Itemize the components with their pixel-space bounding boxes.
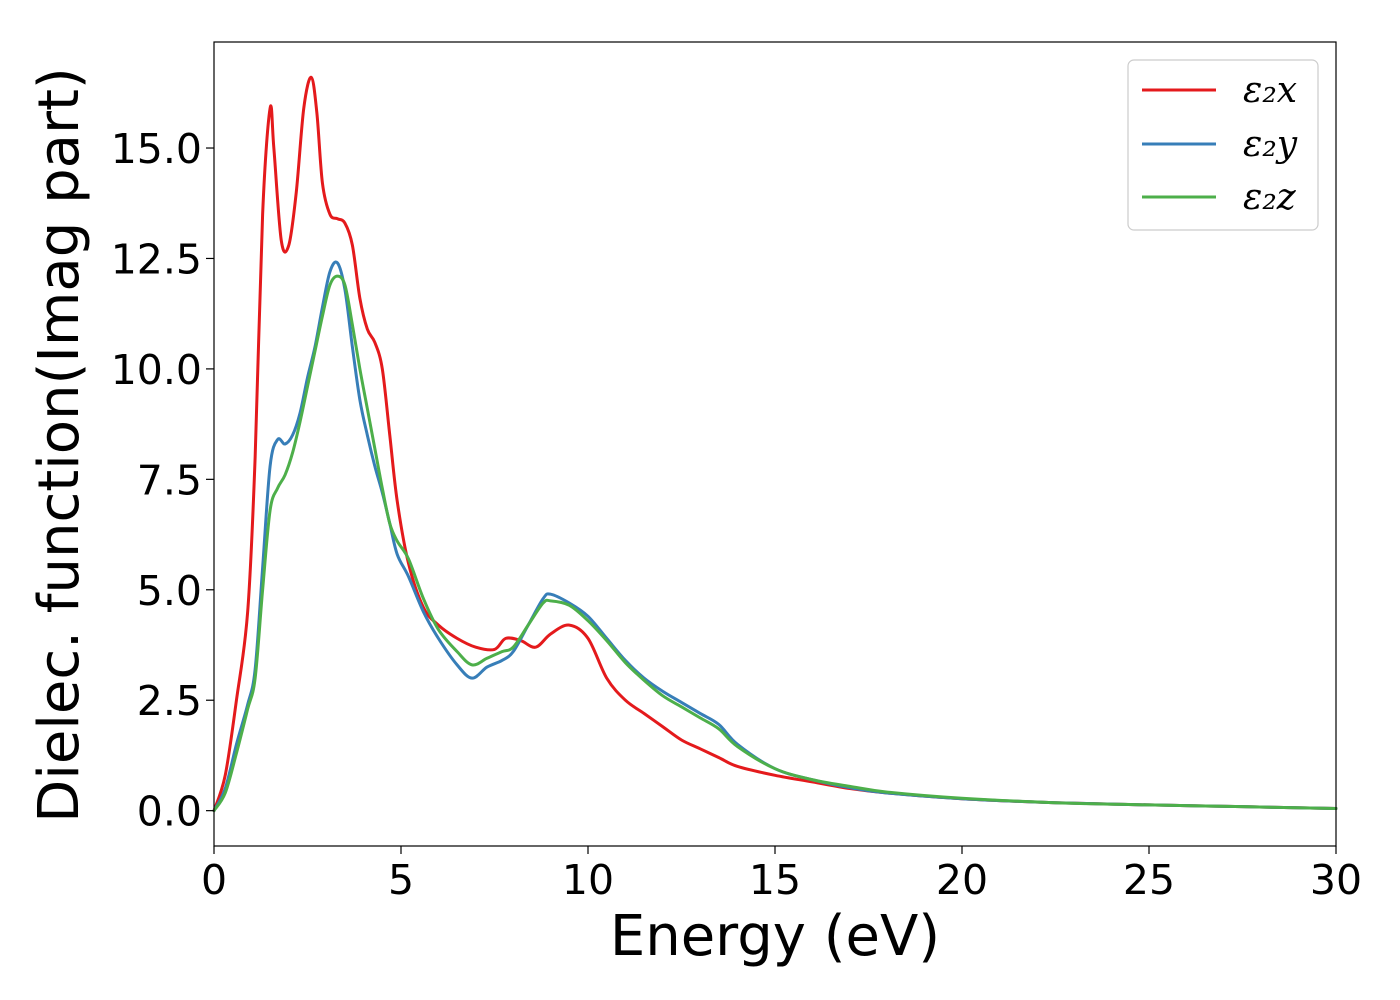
y-tick-label: 12.5 — [111, 235, 202, 283]
legend-frame — [1127, 59, 1319, 231]
legend-label-x: ε₂x — [1243, 70, 1297, 111]
y-tick-label: 0.0 — [137, 788, 202, 836]
x-tick-label: 10 — [562, 856, 614, 904]
x-tick-label: 25 — [1123, 856, 1175, 904]
legend-label-y: ε₂y — [1243, 124, 1298, 165]
y-axis-ticks: 0.0 2.5 5.0 7.5 10.0 12.5 15.0 — [111, 125, 214, 836]
x-axis-ticks: 0 5 10 15 20 25 30 — [201, 846, 1362, 904]
y-tick-label: 10.0 — [111, 346, 202, 394]
x-tick-label: 30 — [1310, 856, 1362, 904]
legend-label-z: ε₂z — [1243, 177, 1297, 218]
y-tick-label: 2.5 — [137, 677, 202, 725]
y-axis-label: Dielec. function(Imag part) — [27, 67, 92, 823]
y-tick-label: 7.5 — [137, 456, 202, 504]
legend: ε₂x ε₂y ε₂z — [1127, 59, 1319, 231]
x-tick-label: 20 — [936, 856, 988, 904]
x-tick-label: 15 — [749, 856, 801, 904]
series-line-x — [212, 75, 1338, 813]
x-tick-label: 5 — [388, 856, 414, 904]
y-tick-label: 5.0 — [137, 567, 202, 615]
x-tick-label: 0 — [201, 856, 227, 904]
series-line-z — [212, 274, 1338, 813]
x-axis-label: Energy (eV) — [610, 904, 940, 969]
y-tick-label: 15.0 — [111, 125, 202, 173]
series-lines — [212, 75, 1338, 813]
